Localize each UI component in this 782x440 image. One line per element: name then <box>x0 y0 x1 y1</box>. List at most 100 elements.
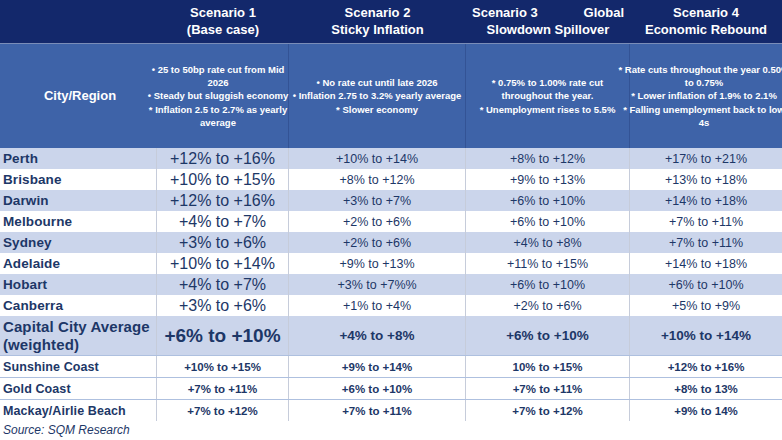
value-cell: +7% to +12% <box>157 400 289 421</box>
scenario-2-description-text: • No rate cut until late 2026 • Inflatio… <box>289 76 465 116</box>
scenario-4-description-text: * Rate cuts throughout the year 0.50% to… <box>618 63 782 129</box>
scenario-1-description: • 25 to 50bp rate cut from Mid 2026 • St… <box>157 44 289 148</box>
city-name: Brisbane <box>0 169 157 190</box>
table-row-mackay-airlie-beach: Mackay/Airlie Beach +7% to +12% +7% to +… <box>0 399 782 421</box>
value-cell: +10% to +15% <box>157 356 289 377</box>
table-row-brisbane: Brisbane +10% to +15% +8% to +12% +9% to… <box>0 169 782 190</box>
value-cell: +6% to +10% <box>466 211 630 232</box>
table-row-capital-city-average: Capital City Average (weighted) +6% to +… <box>0 316 782 355</box>
table-row-canberra: Canberra +3% to +6% +1% to +4% +2% to +6… <box>0 295 782 316</box>
city-name-note: (weighted) <box>3 336 79 353</box>
city-name: Capital City Average (weighted) <box>0 316 157 355</box>
value-cell: +6% to +10% <box>630 274 782 295</box>
city-name: Sunshine Coast <box>0 356 157 377</box>
city-name: Mackay/Airlie Beach <box>0 400 157 421</box>
value-cell: +3% to +6% <box>157 295 289 316</box>
value-cell: +11% to +15% <box>466 253 630 274</box>
scenario-description-row: City/Region • 25 to 50bp rate cut from M… <box>0 43 782 148</box>
scenario-1-subtitle: (Base case) <box>187 22 259 38</box>
value-cell: +8% to +12% <box>466 148 630 169</box>
value-cell: +4% to +7% <box>157 211 289 232</box>
city-name: Canberra <box>0 295 157 316</box>
scenario-4-title: Scenario 4 <box>673 5 739 21</box>
value-cell: +3% to +7%% <box>289 274 466 295</box>
value-cell: +14% to +18% <box>630 190 782 211</box>
value-cell: +5% to +9% <box>630 295 782 316</box>
table-row-melbourne: Melbourne +4% to +7% +2% to +6% +6% to +… <box>0 211 782 232</box>
value-cell: +12% to +16% <box>630 356 782 377</box>
value-cell: +12% to +16% <box>157 190 289 211</box>
city-name: Darwin <box>0 190 157 211</box>
scenario-2-description: • No rate cut until late 2026 • Inflatio… <box>289 44 466 148</box>
value-cell: +10% to +15% <box>157 169 289 190</box>
scenario-4-description: * Rate cuts throughout the year 0.50% to… <box>630 44 782 148</box>
table-row-hobart: Hobart +4% to +7% +3% to +7%% +6% to +10… <box>0 274 782 295</box>
value-cell: +3% to +6% <box>157 232 289 253</box>
corner-cell <box>0 0 157 43</box>
value-cell: +2% to +6% <box>466 295 630 316</box>
value-cell: +8% to 13% <box>630 378 782 399</box>
row-header-label: City/Region <box>0 44 157 148</box>
value-cell: 10% to +15% <box>466 356 630 377</box>
value-cell: +4% to +7% <box>157 274 289 295</box>
table-row-perth: Perth +12% to +16% +10% to +14% +8% to +… <box>0 148 782 169</box>
scenario-3-description: * 0.75% to 1.00% rate cut throughout the… <box>466 44 630 148</box>
table-row-adelaide: Adelaide +10% to +14% +9% to +13% +11% t… <box>0 253 782 274</box>
value-cell: +14% to +18% <box>630 253 782 274</box>
scenario-header-row: Scenario 1 (Base case) Scenario 2 Sticky… <box>0 0 782 43</box>
value-cell: +7% to +12% <box>466 400 630 421</box>
value-cell: +9% to 14% <box>630 400 782 421</box>
table-row-darwin: Darwin +12% to +16% +3% to +7% +6% to +1… <box>0 190 782 211</box>
value-cell: +10% to +14% <box>289 148 466 169</box>
city-name: Adelaide <box>0 253 157 274</box>
city-name: Sydney <box>0 232 157 253</box>
value-cell: +2% to +6% <box>289 211 466 232</box>
value-cell: +8% to +12% <box>289 169 466 190</box>
value-cell: +9% to +14% <box>289 356 466 377</box>
column-header-scenario-2: Scenario 2 Sticky Inflation <box>289 0 466 43</box>
value-cell: +9% to +13% <box>466 169 630 190</box>
value-cell: +7% to +11% <box>289 400 466 421</box>
scenario-4-subtitle: Economic Rebound <box>645 22 767 38</box>
value-cell: +17% to +21% <box>630 148 782 169</box>
value-cell: +2% to +6% <box>289 232 466 253</box>
value-cell: +12% to +16% <box>157 148 289 169</box>
scenario-2-subtitle: Sticky Inflation <box>331 22 423 38</box>
value-cell: +6% to +10% <box>157 316 289 355</box>
city-name: Melbourne <box>0 211 157 232</box>
value-cell: +7% to +11% <box>157 378 289 399</box>
table-row-sunshine-coast: Sunshine Coast +10% to +15% +9% to +14% … <box>0 355 782 377</box>
value-cell: +4% to +8% <box>466 232 630 253</box>
city-name: Hobart <box>0 274 157 295</box>
scenario-3-subtitle: Slowdown Spillover <box>487 22 610 38</box>
value-cell: +6% to +10% <box>289 378 466 399</box>
value-cell: +6% to +10% <box>466 316 630 355</box>
column-header-scenario-1: Scenario 1 (Base case) <box>157 0 289 43</box>
value-cell: +7% to +11% <box>630 232 782 253</box>
value-cell: +7% to +11% <box>630 211 782 232</box>
value-cell: +4% to +8% <box>289 316 466 355</box>
value-cell: +6% to +10% <box>466 190 630 211</box>
value-cell: +1% to +4% <box>289 295 466 316</box>
value-cell: +10% to +14% <box>630 316 782 355</box>
value-cell: +13% to +18% <box>630 169 782 190</box>
value-cell: +10% to +14% <box>157 253 289 274</box>
scenario-3-title-right: Global <box>584 5 624 21</box>
value-cell: +7% to +11% <box>466 378 630 399</box>
forecast-table: Scenario 1 (Base case) Scenario 2 Sticky… <box>0 0 782 440</box>
column-header-scenario-4: Scenario 4 Economic Rebound <box>630 0 782 43</box>
column-header-scenario-3: Scenario 3 Global Slowdown Spillover <box>466 0 630 43</box>
scenario-1-title: Scenario 1 <box>190 5 256 21</box>
table-row-sydney: Sydney +3% to +6% +2% to +6% +4% to +8% … <box>0 232 782 253</box>
value-cell: +6% to +10% <box>466 274 630 295</box>
city-name: Gold Coast <box>0 378 157 399</box>
city-name: Perth <box>0 148 157 169</box>
value-cell: +9% to +13% <box>289 253 466 274</box>
scenario-3-title-line: Scenario 3 Global <box>466 5 630 21</box>
table-row-gold-coast: Gold Coast +7% to +11% +6% to +10% +7% t… <box>0 377 782 399</box>
scenario-1-description-text: • 25 to 50bp rate cut from Mid 2026 • St… <box>143 63 293 129</box>
source-note: Source: SQM Research <box>0 421 782 439</box>
scenario-3-title: Scenario 3 <box>472 5 538 21</box>
scenario-3-description-text: * 0.75% to 1.00% rate cut throughout the… <box>466 76 629 116</box>
value-cell: +3% to +7% <box>289 190 466 211</box>
